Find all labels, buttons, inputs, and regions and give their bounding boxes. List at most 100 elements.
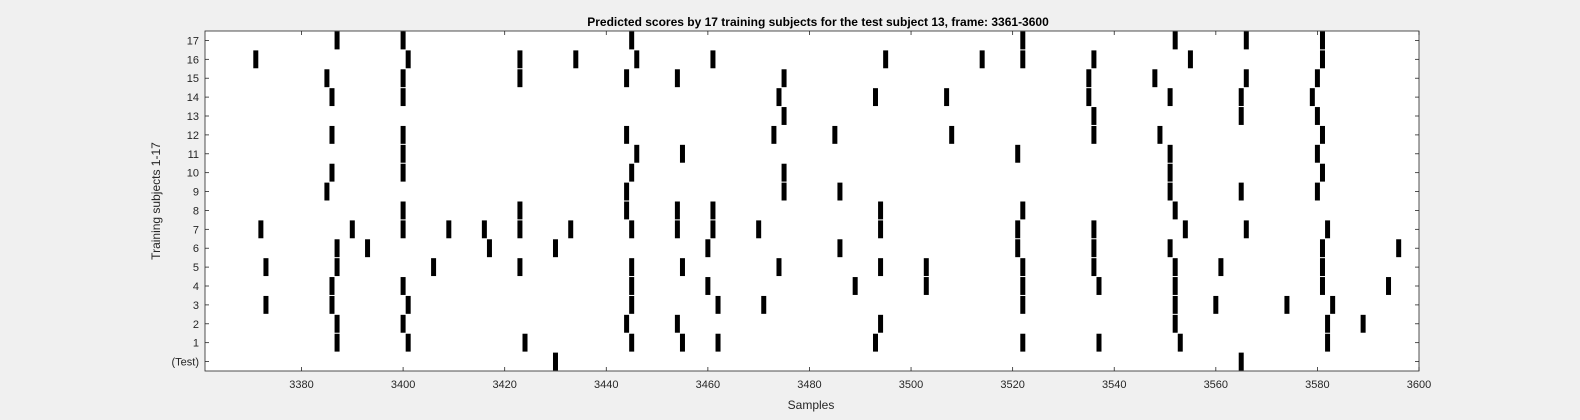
score-mark (1319, 31, 1325, 50)
score-mark (629, 163, 635, 182)
score-mark (878, 201, 884, 220)
x-tick-label: 3440 (594, 379, 618, 391)
score-mark (1015, 220, 1021, 239)
score-mark (1319, 258, 1325, 277)
score-mark (1238, 182, 1244, 201)
score-mark (1015, 239, 1021, 258)
score-mark (1091, 258, 1097, 277)
y-tick-label: 5 (193, 262, 199, 274)
score-mark (1172, 31, 1178, 50)
x-tick-label: 3400 (391, 379, 415, 391)
score-mark (1319, 163, 1325, 182)
score-mark (1020, 31, 1026, 50)
score-mark (568, 220, 574, 239)
score-mark (624, 125, 630, 144)
score-mark (1157, 125, 1163, 144)
score-mark (771, 125, 777, 144)
score-mark (253, 50, 259, 69)
score-mark (329, 295, 335, 314)
score-mark (624, 314, 630, 333)
score-mark (1218, 258, 1224, 277)
score-mark (334, 31, 340, 50)
score-mark (1330, 295, 1336, 314)
score-mark (979, 50, 985, 69)
y-tick-label: 6 (193, 243, 199, 255)
y-tick-label: 8 (193, 205, 199, 217)
score-mark (1314, 182, 1320, 201)
score-mark (405, 333, 411, 352)
x-tick-label: 3460 (696, 379, 720, 391)
score-mark (883, 50, 889, 69)
score-mark (1020, 258, 1026, 277)
score-mark (349, 220, 355, 239)
y-tick-label: 1 (193, 338, 199, 350)
score-mark (1020, 333, 1026, 352)
score-mark (1167, 239, 1173, 258)
score-mark (629, 277, 635, 295)
score-mark (629, 333, 635, 352)
score-mark (756, 220, 762, 239)
score-mark (923, 258, 929, 277)
score-mark (1314, 107, 1320, 125)
score-mark (552, 239, 558, 258)
score-mark (1177, 333, 1183, 352)
score-mark (324, 69, 330, 88)
x-tick-label: 3380 (289, 379, 313, 391)
score-mark (1091, 50, 1097, 69)
score-mark (517, 201, 523, 220)
score-mark (573, 50, 579, 69)
score-mark (1238, 107, 1244, 125)
score-mark (552, 352, 558, 371)
score-mark (334, 258, 340, 277)
y-tick-label: 3 (193, 300, 199, 312)
plot-frame (204, 30, 1420, 372)
score-mark (837, 239, 843, 258)
score-mark (446, 220, 452, 239)
score-mark (517, 220, 523, 239)
score-mark (1314, 144, 1320, 163)
y-tick-label: 11 (188, 149, 199, 161)
y-tick-label: 16 (187, 54, 199, 66)
score-mark (400, 163, 406, 182)
y-tick-label: 2 (193, 319, 199, 331)
y-tick-label: 7 (193, 224, 199, 236)
score-mark (1096, 333, 1102, 352)
score-mark (334, 333, 340, 352)
score-mark (329, 277, 335, 295)
score-mark (878, 314, 884, 333)
y-tick-label: 14 (187, 92, 199, 104)
score-mark (1020, 277, 1026, 295)
score-mark (324, 182, 330, 201)
x-tick-label: 3520 (1000, 379, 1024, 391)
score-mark (1319, 125, 1325, 144)
score-mark (1020, 295, 1026, 314)
score-mark (329, 163, 335, 182)
score-mark (522, 333, 528, 352)
score-mark (431, 258, 437, 277)
y-tick-label: 4 (193, 281, 199, 293)
score-mark (629, 258, 635, 277)
score-mark (674, 201, 680, 220)
score-mark (1020, 201, 1026, 220)
score-mark (629, 220, 635, 239)
score-mark (517, 50, 523, 69)
score-mark (1243, 31, 1249, 50)
score-mark (1096, 277, 1102, 295)
x-tick-label: 3600 (1407, 379, 1431, 391)
score-mark (400, 220, 406, 239)
score-mark (258, 220, 264, 239)
x-tick-label: 3560 (1204, 379, 1228, 391)
score-mark (405, 50, 411, 69)
score-mark (1284, 295, 1290, 314)
score-mark (1091, 107, 1097, 125)
score-mark (1243, 220, 1249, 239)
score-mark (1360, 314, 1366, 333)
score-mark (674, 69, 680, 88)
score-mark (400, 144, 406, 163)
score-mark (1086, 88, 1092, 107)
score-mark (872, 333, 878, 352)
score-mark (832, 125, 838, 144)
score-mark (1213, 295, 1219, 314)
y-tick-label: 13 (187, 111, 199, 123)
